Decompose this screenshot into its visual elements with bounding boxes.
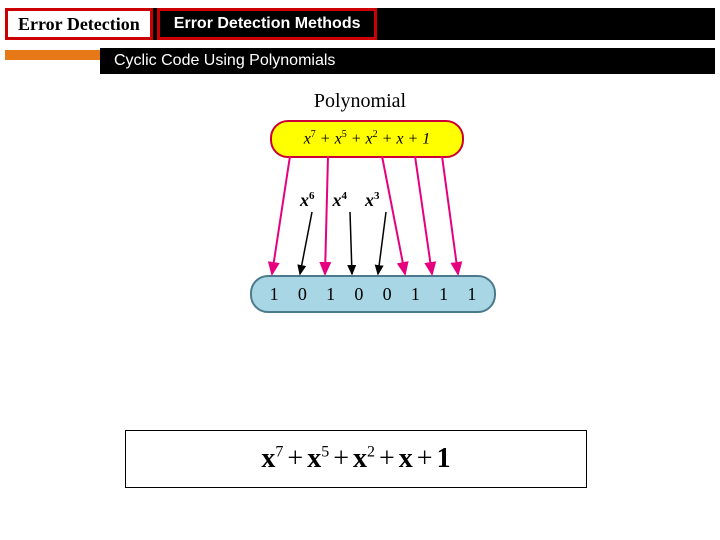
header-bar: Error Detection Error Detection Methods bbox=[5, 8, 715, 40]
bottom-polynomial-box: x7 + x5 + x2 + x + 1 bbox=[125, 430, 587, 488]
arrows-svg bbox=[0, 90, 720, 370]
sub-header-bar: Cyclic Code Using Polynomials bbox=[100, 48, 715, 74]
diagram-area: Polynomial x7 + x5 + x2 + x + 1 x6x4x3 1… bbox=[0, 90, 720, 370]
header-left-box: Error Detection bbox=[5, 8, 153, 40]
orange-strip bbox=[5, 50, 100, 60]
header-mid-box: Error Detection Methods bbox=[157, 8, 378, 40]
